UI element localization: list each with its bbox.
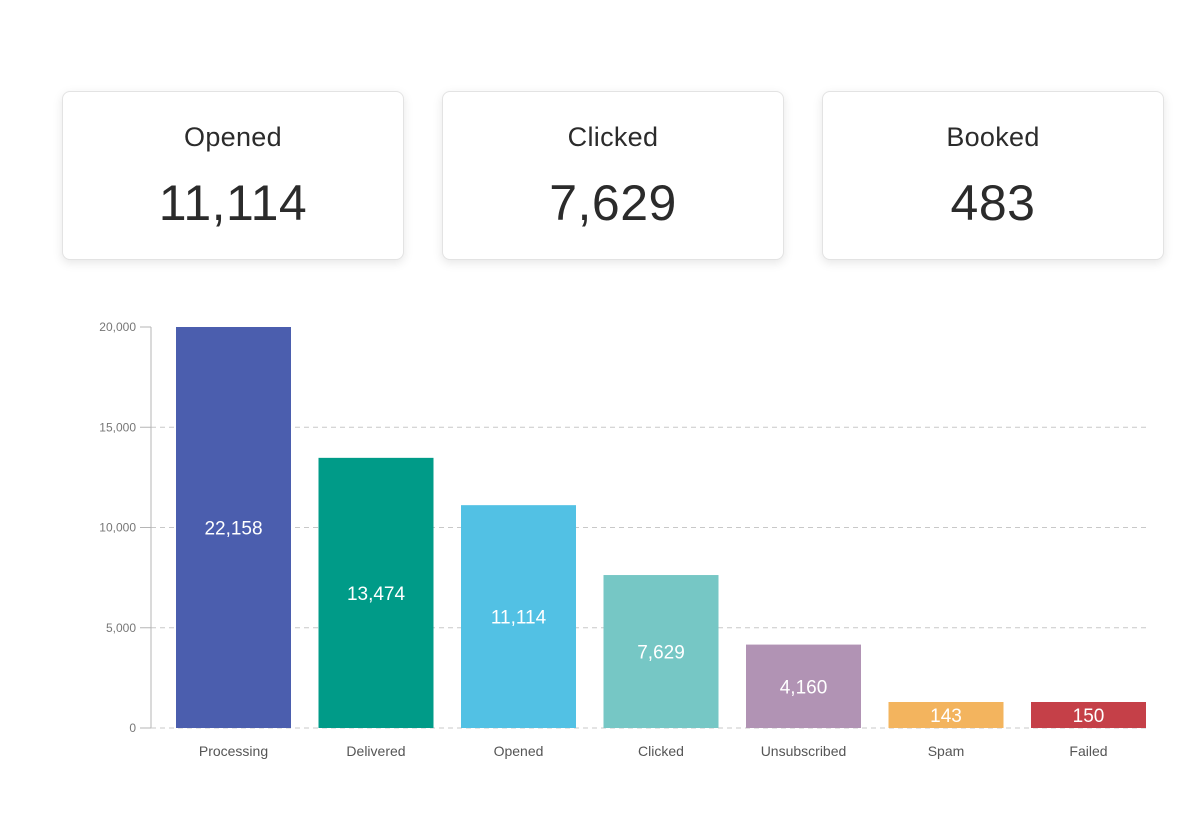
stat-label: Opened (184, 122, 282, 152)
x-category-label: Opened (494, 743, 544, 759)
stat-card-booked: Booked 483 (822, 91, 1164, 260)
stat-value: 11,114 (158, 175, 308, 231)
x-category-label: Spam (928, 743, 965, 759)
stat-card-clicked: Clicked 7,629 (442, 91, 784, 260)
x-category-label: Clicked (638, 743, 684, 759)
bar-opened (461, 505, 576, 728)
y-tick-label: 15,000 (99, 420, 136, 434)
y-tick-label: 10,000 (99, 521, 136, 535)
bar-value-label: 11,114 (491, 608, 547, 629)
bar-delivered (318, 457, 434, 728)
bar-value-label: 4,160 (780, 677, 828, 698)
bar-value-label: 13,474 (347, 584, 406, 605)
stat-value: 483 (950, 175, 1036, 231)
stat-card-opened: Opened 11,114 (62, 91, 404, 260)
y-tick-label: 20,000 (99, 320, 136, 334)
bar-value-label: 143 (930, 706, 962, 727)
bar-value-label: 7,629 (637, 643, 685, 664)
y-tick-label: 5,000 (106, 621, 136, 635)
bar-value-label: 22,158 (204, 519, 262, 540)
x-category-label: Processing (199, 743, 268, 759)
x-category-label: Delivered (346, 743, 405, 759)
x-category-label: Unsubscribed (761, 743, 847, 759)
bar-failed (1031, 702, 1146, 728)
stat-label: Booked (946, 122, 1040, 152)
bar-clicked (603, 575, 719, 728)
stat-label: Clicked (567, 122, 659, 152)
bar-processing (176, 327, 291, 728)
bar-spam (888, 702, 1004, 728)
bar-chart: 0 5,000 10,000 15,000 20,000 22,158 Processing… (99, 320, 1150, 759)
stat-value: 7,629 (549, 175, 677, 231)
x-category-label: Failed (1069, 743, 1107, 759)
y-tick-label: 0 (129, 721, 136, 735)
bar-value-label: 150 (1073, 706, 1105, 727)
bar-unsubscribed (746, 644, 861, 728)
